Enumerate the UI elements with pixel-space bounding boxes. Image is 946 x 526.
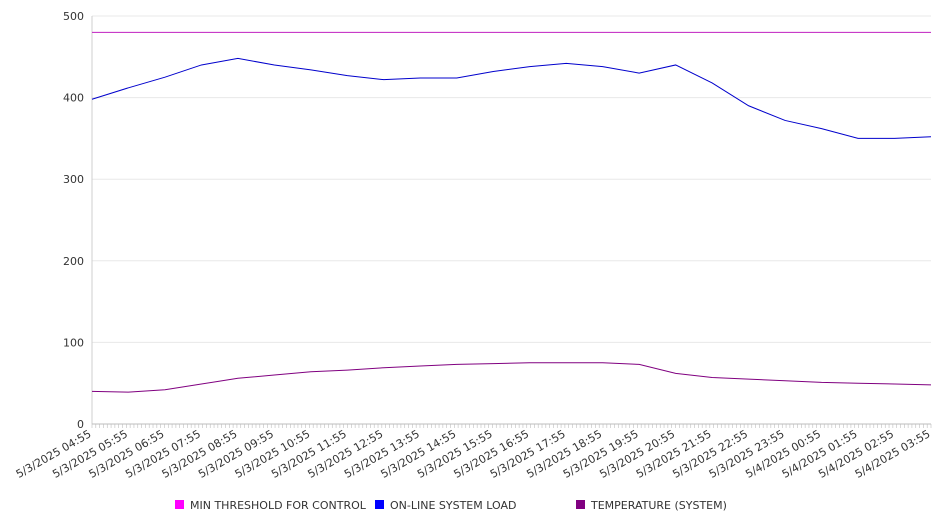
legend-label: ON-LINE SYSTEM LOAD bbox=[390, 499, 516, 512]
y-tick-label: 300 bbox=[63, 173, 84, 186]
legend: MIN THRESHOLD FOR CONTROL ON-LINE SYSTEM … bbox=[175, 499, 727, 512]
legend-label: TEMPERATURE (SYSTEM) bbox=[590, 499, 727, 512]
series-line-1 bbox=[91, 57, 932, 139]
y-tick-label: 100 bbox=[63, 336, 84, 349]
legend-swatch bbox=[375, 500, 384, 509]
y-tick-label: 400 bbox=[63, 92, 84, 105]
series-lines bbox=[91, 31, 932, 393]
y-tick-label: 200 bbox=[63, 255, 84, 268]
legend-swatch bbox=[576, 500, 585, 509]
legend-label: MIN THRESHOLD FOR CONTROL bbox=[190, 499, 367, 512]
y-tick-label: 500 bbox=[63, 10, 84, 23]
y-tick-label: 0 bbox=[77, 418, 84, 431]
x-tick-labels: 5/3/2025 04:555/3/2025 05:555/3/2025 06:… bbox=[14, 427, 933, 481]
series-line-2 bbox=[91, 362, 932, 393]
y-tick-labels: 0 100 200 300 400 500 bbox=[63, 10, 84, 431]
axes bbox=[91, 16, 932, 428]
y-gridlines bbox=[92, 15, 931, 343]
legend-swatch bbox=[175, 500, 184, 509]
